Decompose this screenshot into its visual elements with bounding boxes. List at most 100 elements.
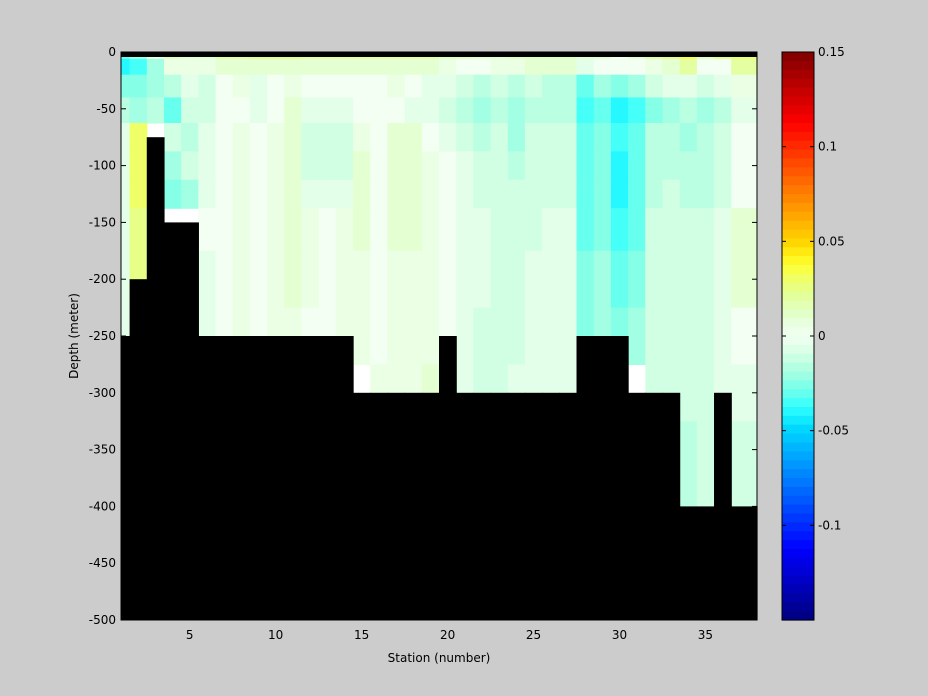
heatmap-cell [353,151,371,181]
heatmap-cell [439,151,457,181]
x-tick-label: 10 [268,628,283,642]
heatmap-cell [696,58,715,76]
heatmap-cell [215,179,234,209]
heatmap-cell [129,123,148,152]
heatmap-cell [542,151,560,181]
heatmap-cell [473,151,492,181]
heatmap-cell [353,58,371,76]
heatmap-cell [456,179,474,209]
heatmap-cell [301,123,320,152]
y-tick-label: -400 [89,499,116,513]
heatmap-cell [610,250,629,309]
heatmap-cell [421,123,440,152]
heatmap-cell [645,74,664,99]
seafloor-column [610,336,629,620]
heatmap-cell [215,74,234,99]
heatmap-cell [490,208,509,252]
heatmap-cell [524,97,543,124]
heatmap-cell [524,307,543,365]
heatmap-cell [421,74,440,99]
heatmap-cell [645,250,664,309]
seafloor-column [232,336,251,620]
heatmap-cell [146,74,165,99]
seafloor-column [318,336,337,620]
heatmap-cell [576,179,595,209]
heatmap-cell [559,74,578,99]
colorbar-tick-label: 0 [818,329,826,343]
heatmap-cell [370,97,389,124]
heatmap-cell [542,179,560,209]
seafloor-column [542,392,560,620]
heatmap-cell [524,58,543,76]
heatmap-cell [387,58,406,76]
heatmap-cell [490,97,509,124]
heatmap-cell [163,179,182,209]
seafloor-column [456,392,474,620]
colorbar-segment [782,540,814,550]
heatmap-cell [507,151,526,181]
seafloor-column [576,336,595,620]
heatmap-cell [146,58,165,76]
heatmap-cell [215,123,234,152]
colorbar-ticks: 0.15 0.1 0.05 0 -0.05 -0.1 [782,45,849,532]
colorbar-segment [782,522,814,532]
heatmap-cell [284,151,303,181]
heatmap-cell [267,58,285,76]
heatmap-cell [559,123,578,152]
heatmap-cell [507,58,526,76]
colorbar-segment [782,513,814,523]
heatmap-cell [421,250,440,309]
heatmap-cell [404,208,423,252]
heatmap-cell [387,74,406,99]
heatmap-cell [267,123,285,152]
colorbar-segment [782,211,814,222]
x-axis-label: Station (number) [388,651,491,665]
heatmap-cell [524,250,543,309]
y-tick-label: -100 [89,159,116,173]
plot-area: 5 10 15 20 25 30 35 0 -50 -100 -150 -200 -250 -300 -3… [89,45,758,642]
colorbar-segment [782,96,814,106]
heatmap-cell [593,208,612,252]
heatmap-cell [181,97,199,124]
heatmap-cell [628,179,646,209]
heatmap-cell [215,250,234,309]
heatmap-cell [542,123,560,152]
heatmap-cell [576,151,595,181]
heatmap-cell [335,74,354,99]
y-tick-label: -250 [89,329,116,343]
y-axis-ticks: 0 -50 -100 -150 -200 -250 -300 -350 -400 -450 -500 [89,45,757,627]
seafloor-column [679,506,698,620]
colorbar-segment [782,389,814,399]
colorbar-segment [782,256,814,266]
colorbar-segment [782,273,814,284]
heatmap-cell [576,250,595,309]
seafloor-column [129,279,148,620]
heatmap-cell [198,74,217,99]
heatmap-cell [473,250,492,309]
heatmap-cell [610,179,629,209]
colorbar-segment [782,238,814,248]
heatmap-cell [404,97,423,124]
heatmap-cell [559,151,578,181]
heatmap-cell [576,123,595,152]
heatmap-cell [181,74,199,99]
heatmap-cell [662,58,681,76]
colorbar-segment [782,451,814,461]
y-tick-label: -350 [89,443,116,457]
heatmap-cell [284,58,303,76]
heatmap-cell [507,307,526,365]
heatmap-cell [456,123,474,152]
seafloor-column [473,392,492,620]
heatmap-cell [163,123,182,152]
heatmap-cell [507,208,526,252]
seafloor-column [662,392,681,620]
heatmap-cell [249,123,268,152]
heatmap-cell [456,97,474,124]
heatmap-cell [421,58,440,76]
y-tick-label: -50 [96,102,116,116]
seafloor-column [490,392,509,620]
heatmap-cell [439,58,457,76]
heatmap-cell [163,151,182,181]
heatmap-cell [232,179,251,209]
heatmap-cell [370,123,389,152]
